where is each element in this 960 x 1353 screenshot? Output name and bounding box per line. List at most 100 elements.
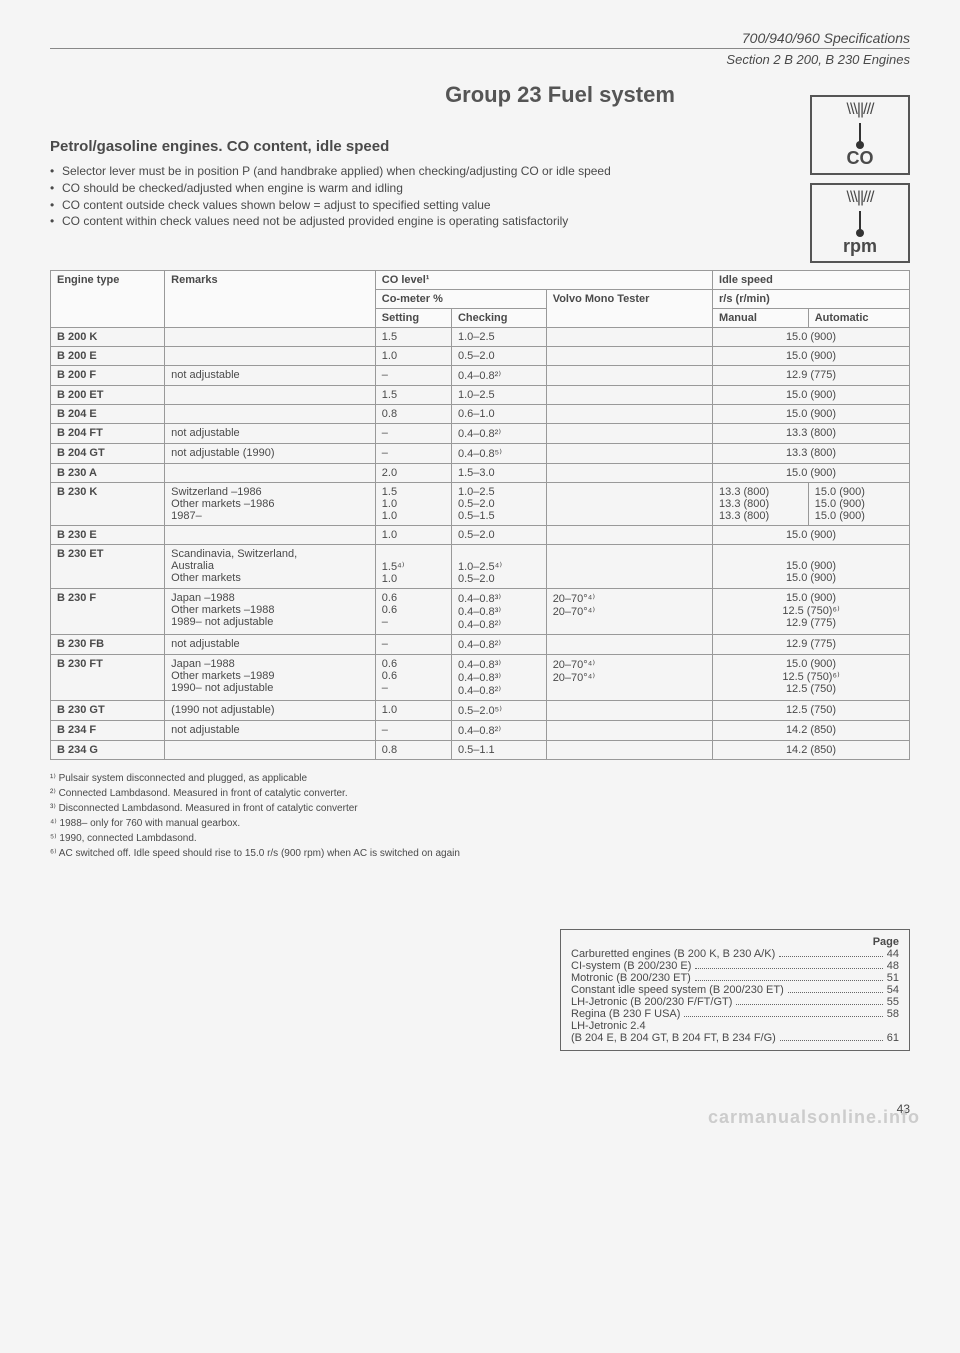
table-cell: 1.5 — [375, 386, 451, 405]
table-cell — [546, 386, 712, 405]
table-row: B 200 K1.51.0–2.515.0 (900) — [51, 328, 910, 347]
table-cell: – — [375, 635, 451, 655]
watermark: carmanualsonline.info — [708, 1107, 920, 1128]
table-cell: 1.0–2.5 — [451, 328, 546, 347]
table-cell: 13.3 (800) — [713, 444, 910, 464]
table-cell: 0.4–0.8²⁾ — [451, 424, 546, 444]
gauge-ticks: \\\||/// — [847, 101, 874, 119]
table-cell — [165, 386, 376, 405]
table-cell: 0.5–2.0 — [451, 347, 546, 366]
table-cell: 15.0 (900) — [713, 328, 910, 347]
dots — [788, 984, 883, 993]
table-cell — [546, 701, 712, 721]
th-co-level: CO level¹ — [375, 271, 712, 290]
pagebox-row: Carburetted engines (B 200 K, B 230 A/K)… — [571, 948, 899, 960]
gauge-needle-icon — [859, 123, 861, 145]
table-cell: B 234 F — [51, 721, 165, 741]
table-cell: 15.0 (900) 15.0 (900) 15.0 (900) — [808, 483, 909, 526]
table-cell: 15.0 (900) — [713, 347, 910, 366]
table-cell — [546, 464, 712, 483]
table-cell: 0.5–2.0⁵⁾ — [451, 701, 546, 721]
table-cell: not adjustable (1990) — [165, 444, 376, 464]
table-cell: 0.4–0.8²⁾ — [451, 635, 546, 655]
table-row: B 204 FTnot adjustable–0.4–0.8²⁾13.3 (80… — [51, 424, 910, 444]
footnote: ⁴⁾ 1988– only for 760 with manual gearbo… — [50, 817, 470, 830]
table-cell — [546, 526, 712, 545]
table-cell — [546, 424, 712, 444]
table-cell: – — [375, 366, 451, 386]
table-row: B 200 Fnot adjustable–0.4–0.8²⁾12.9 (775… — [51, 366, 910, 386]
table-cell — [546, 347, 712, 366]
table-cell: B 230 FB — [51, 635, 165, 655]
pagebox-page: 48 — [887, 960, 899, 972]
table-cell: – — [375, 444, 451, 464]
table-cell — [165, 741, 376, 760]
table-cell: not adjustable — [165, 366, 376, 386]
table-cell: 0.5–2.0 — [451, 526, 546, 545]
table-cell: Japan –1988 Other markets –1989 1990– no… — [165, 655, 376, 701]
table-row: B 204 GTnot adjustable (1990)–0.4–0.8⁵⁾1… — [51, 444, 910, 464]
table-row: B 204 E0.80.6–1.015.0 (900) — [51, 405, 910, 424]
table-cell: B 230 F — [51, 589, 165, 635]
gauge-ticks: \\\||/// — [847, 189, 874, 207]
table-cell: 1.5 — [375, 328, 451, 347]
table-cell: 12.9 (775) — [713, 635, 910, 655]
table-cell: 1.0 — [375, 347, 451, 366]
table-cell — [165, 526, 376, 545]
table-cell — [546, 366, 712, 386]
table-cell — [165, 347, 376, 366]
pagebox-label: Motronic (B 200/230 ET) — [571, 972, 691, 984]
table-cell — [165, 464, 376, 483]
table-row: B 200 E1.00.5–2.015.0 (900) — [51, 347, 910, 366]
table-cell: 0.5–1.1 — [451, 741, 546, 760]
rpm-label: rpm — [843, 236, 877, 257]
table-cell: 1.0–2.5 0.5–2.0 0.5–1.5 — [451, 483, 546, 526]
table-cell: B 200 ET — [51, 386, 165, 405]
table-row: B 230 E1.00.5–2.015.0 (900) — [51, 526, 910, 545]
table-cell: 13.3 (800) 13.3 (800) 13.3 (800) — [713, 483, 809, 526]
dots — [695, 972, 883, 981]
pagebox-page: 55 — [887, 996, 899, 1008]
th-automatic: Automatic — [808, 309, 909, 328]
page-title: Group 23 Fuel system — [445, 82, 675, 108]
table-row: B 230 FBnot adjustable–0.4–0.8²⁾12.9 (77… — [51, 635, 910, 655]
table-cell: B 230 GT — [51, 701, 165, 721]
table-cell: 15.0 (900) — [713, 464, 910, 483]
table-cell: B 234 G — [51, 741, 165, 760]
table-row: B 230 FJapan –1988 Other markets –1988 1… — [51, 589, 910, 635]
table-cell: 13.3 (800) — [713, 424, 910, 444]
th-volvo: Volvo Mono Tester — [546, 290, 712, 328]
page-reference-box: Page Carburetted engines (B 200 K, B 230… — [560, 929, 910, 1051]
bullet-item: Selector lever must be in position P (an… — [50, 163, 690, 180]
table-cell: 2.0 — [375, 464, 451, 483]
table-cell: 0.4–0.8²⁾ — [451, 366, 546, 386]
pagebox-row: Constant idle speed system (B 200/230 ET… — [571, 984, 899, 996]
table-cell: 1.5 1.0 1.0 — [375, 483, 451, 526]
gauge-icons: \\\||/// CO \\\||/// rpm — [810, 95, 910, 263]
bullet-item: CO content outside check values shown be… — [50, 197, 690, 214]
table-cell: 15.0 (900) 15.0 (900) — [713, 545, 910, 589]
table-cell: 1.0 — [375, 526, 451, 545]
pagebox-page: 61 — [887, 1032, 899, 1044]
table-cell: 1.0–2.5⁴⁾ 0.5–2.0 — [451, 545, 546, 589]
table-row: B 230 KSwitzerland –1986 Other markets –… — [51, 483, 910, 526]
table-cell — [546, 635, 712, 655]
table-cell: B 230 ET — [51, 545, 165, 589]
th-engine: Engine type — [51, 271, 165, 328]
th-setting: Setting — [375, 309, 451, 328]
table-cell — [546, 328, 712, 347]
table-cell: 0.4–0.8³⁾ 0.4–0.8³⁾ 0.4–0.8²⁾ — [451, 589, 546, 635]
table-cell: 1.0 — [375, 701, 451, 721]
table-cell — [546, 545, 712, 589]
table-cell — [165, 405, 376, 424]
table-cell: 0.4–0.8³⁾ 0.4–0.8³⁾ 0.4–0.8²⁾ — [451, 655, 546, 701]
pagebox-row: (B 204 E, B 204 GT, B 204 FT, B 234 F/G)… — [571, 1032, 899, 1044]
table-cell: B 204 FT — [51, 424, 165, 444]
spec-table: Engine type Remarks CO level¹ Idle speed… — [50, 270, 910, 760]
table-cell — [546, 405, 712, 424]
table-cell: 20–70°⁴⁾ 20–70°⁴⁾ — [546, 655, 712, 701]
table-row: B 230 ETScandinavia, Switzerland, Austra… — [51, 545, 910, 589]
bullet-list: Selector lever must be in position P (an… — [50, 163, 690, 230]
table-cell: B 204 GT — [51, 444, 165, 464]
pagebox-page: 58 — [887, 1008, 899, 1020]
